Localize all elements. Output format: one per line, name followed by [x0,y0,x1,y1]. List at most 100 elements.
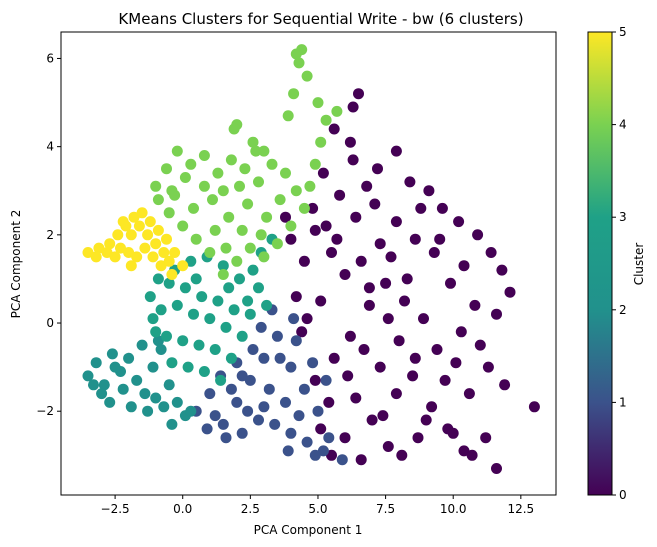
cluster-0-point [474,339,486,351]
cluster-0-point [331,233,343,245]
cluster-4-point [207,194,218,206]
cluster-5-point [161,233,172,245]
cluster-3-point [225,352,237,364]
cluster-1-point [317,445,329,457]
cluster-4-point [150,180,162,192]
cluster-0-point [420,414,432,426]
cluster-1-point [242,405,254,417]
cluster-0-point [396,449,408,461]
cluster-5-point [131,251,143,263]
y-axis-label: PCA Component 2 [9,210,23,319]
cluster-0-point [528,401,540,413]
cluster-4-point [258,145,270,157]
cluster-4-point [253,176,264,188]
cluster-5-point [144,216,156,228]
cluster-0-point [326,247,337,258]
cluster-0-point [296,326,308,338]
colorbar-tick-label: 5 [619,25,627,39]
cluster-4-point [161,163,172,175]
cluster-4-point [282,110,294,122]
cluster-0-point [393,335,405,347]
cluster-3-point [147,313,159,325]
cluster-0-point [315,295,327,307]
cluster-0-point [320,220,332,232]
cluster-0-point [472,229,484,241]
cluster-1-point [320,374,332,386]
cluster-5-point [142,229,154,241]
cluster-2-point [185,405,197,417]
cluster-0-point [445,277,456,289]
cluster-0-point [290,291,302,303]
cluster-0-point [480,432,492,444]
cluster-5-point [152,224,164,236]
cluster-0-point [415,202,427,214]
cluster-5-point [125,229,137,241]
cluster-0-point [339,269,351,280]
cluster-4-point [236,224,248,236]
cluster-3-point [204,313,216,325]
cluster-4-point [247,136,259,148]
cluster-3-point [220,321,232,333]
cluster-1-point [307,357,319,369]
cluster-5-point [155,260,167,272]
cluster-3-point [247,264,259,276]
cluster-0-point [382,441,394,452]
cluster-1-point [204,388,216,400]
x-tick-label: 7.5 [376,502,395,516]
cluster-0-point [496,264,508,276]
cluster-1-point [244,374,256,386]
cluster-0-point [504,286,516,298]
cluster-0-point [382,313,394,325]
cluster-5-point [177,260,189,272]
cluster-0-point [301,313,313,325]
cluster-2-point [158,401,170,413]
cluster-5-point [158,247,170,258]
colorbar-tick-label: 3 [619,210,627,224]
cluster-0-point [374,361,386,373]
cluster-4-point [293,57,305,69]
cluster-2-point [152,335,164,347]
cluster-4-point [231,255,243,267]
cluster-2-point [98,379,110,391]
cluster-0-point [412,432,424,444]
y-axis-ticks: −2 0 2 4 6 [36,51,61,418]
cluster-4-point [228,123,240,135]
cluster-2-point [88,379,99,391]
chart-title: KMeans Clusters for Sequential Write - b… [118,10,523,28]
colorbar [587,31,613,496]
cluster-4-point [315,136,327,148]
cluster-2-point [150,392,162,404]
cluster-0-point [385,251,397,263]
cluster-0-point [428,247,440,258]
cluster-2-point [106,348,118,360]
cluster-4-point [280,167,291,179]
cluster-1-point [293,410,305,422]
cluster-0-point [431,344,443,355]
cluster-0-point [418,313,429,325]
cluster-1-point [271,330,283,342]
cluster-0-point [380,277,392,289]
cluster-4-point [304,180,316,192]
cluster-4-point [266,158,278,170]
x-tick-label: 0.0 [173,502,192,516]
cluster-4-point [250,145,262,157]
y-tick-label: 6 [46,51,54,65]
cluster-0-point [426,401,438,413]
cluster-0-point [399,295,410,307]
cluster-0-point [355,255,367,267]
cluster-0-point [347,154,359,166]
cluster-0-point [455,326,467,338]
cluster-2-point [104,396,116,408]
cluster-3-point [261,299,273,311]
cluster-5-point [169,247,181,258]
cluster-4-point [298,202,310,214]
cluster-0-point [344,330,356,342]
cluster-1-point [280,396,291,408]
cluster-0-point [315,423,327,435]
cluster-1-point [285,427,297,439]
cluster-1-point [298,383,310,395]
cluster-4-point [271,238,283,250]
cluster-3-point [152,273,164,285]
cluster-4-point [177,220,189,232]
